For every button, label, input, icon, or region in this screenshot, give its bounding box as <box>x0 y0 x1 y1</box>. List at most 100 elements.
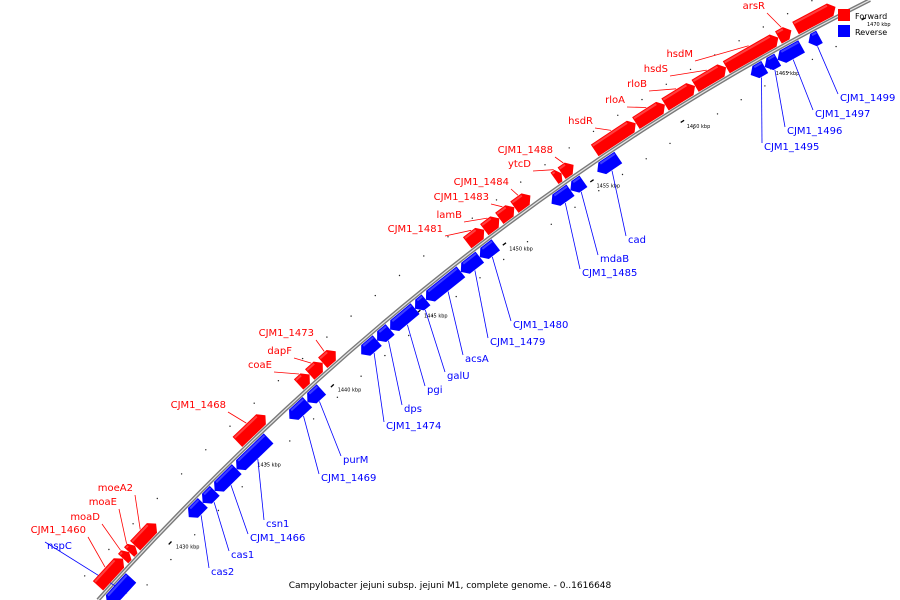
CJM1_1495-gene-arrow[interactable] <box>747 60 769 81</box>
acsA-gene-arrow[interactable] <box>422 266 466 305</box>
hsdM-label[interactable]: hsdM <box>666 49 693 60</box>
moaE-gene-arrow[interactable] <box>123 541 140 557</box>
CJM1_1466-gene-arrow[interactable] <box>210 464 242 496</box>
hsdR-gene-arrow[interactable] <box>590 117 640 157</box>
CJM1_1481-gene-arrow[interactable] <box>462 224 489 249</box>
cas1-gene-arrow[interactable] <box>198 485 220 508</box>
moaE-label[interactable]: moaE <box>89 497 117 508</box>
CJM1_1469-label[interactable]: CJM1_1469 <box>321 473 376 484</box>
csn1-gene-arrow[interactable] <box>232 433 274 474</box>
CJM1_1488-gene-arrow[interactable] <box>557 159 578 180</box>
dapF-gene-arrow[interactable] <box>305 358 327 380</box>
lamB-label[interactable]: lamB <box>436 210 462 221</box>
CJM1_1473-gene-arrow[interactable] <box>318 346 340 369</box>
galU-leader-line <box>424 309 446 373</box>
pgi-gene-arrow[interactable] <box>386 303 420 335</box>
CJM1_1488-label[interactable]: CJM1_1488 <box>498 145 553 156</box>
CJM1_1485-gene-arrow[interactable] <box>547 184 575 210</box>
CJM1_1460-leader-line <box>87 536 106 568</box>
arsR-label[interactable]: arsR <box>743 1 765 12</box>
moaD-gene-arrow[interactable] <box>117 547 134 564</box>
pgi-leader-line <box>407 324 426 387</box>
CJM1_1468-label[interactable]: CJM1_1468 <box>171 400 226 411</box>
dps-label[interactable]: dps <box>404 404 422 415</box>
csn1-label[interactable]: csn1 <box>266 519 289 530</box>
edge-forward-top-gene-arrow[interactable] <box>792 1 839 35</box>
CJM1_1469-gene-arrow[interactable] <box>285 397 313 424</box>
rloA-gene-arrow[interactable] <box>632 99 669 129</box>
dapF-label[interactable]: dapF <box>267 346 292 357</box>
nspC-label[interactable]: nspC <box>47 541 72 552</box>
CJM1_1466-label[interactable]: CJM1_1466 <box>250 533 305 544</box>
coaE-gene-arrow[interactable] <box>293 369 314 390</box>
CJM1_1479-label[interactable]: CJM1_1479 <box>490 337 545 348</box>
galU-label[interactable]: galU <box>447 371 470 382</box>
cas1-label[interactable]: cas1 <box>231 550 254 561</box>
CJM1_1497-label[interactable]: CJM1_1497 <box>815 109 870 120</box>
mdaB-gene-shine <box>572 176 581 184</box>
cad-gene-arrow[interactable] <box>593 151 623 178</box>
CJM1_1468-gene-arrow[interactable] <box>232 410 271 447</box>
cas2-gene-arrow[interactable] <box>184 497 208 522</box>
scale-dot <box>253 402 255 404</box>
mdaB-label[interactable]: mdaB <box>600 254 629 265</box>
acsA-label[interactable]: acsA <box>465 354 489 365</box>
CJM1_1480-gene-arrow[interactable] <box>476 239 501 262</box>
cad-label[interactable]: cad <box>628 235 646 246</box>
scale-dot <box>374 294 376 297</box>
arsR-gene-arrow[interactable] <box>775 24 795 44</box>
CJM1_1483-label[interactable]: CJM1_1483 <box>434 192 489 203</box>
CJM1_1497-gene-arrow[interactable] <box>774 40 805 66</box>
scale-tick-label: 1470 kbp <box>867 22 891 28</box>
purM-gene-arrow[interactable] <box>303 384 327 407</box>
purM-label[interactable]: purM <box>343 455 368 466</box>
mdaB-gene-arrow[interactable] <box>566 175 588 196</box>
moeA2-gene-shine <box>131 524 149 543</box>
scale-dot <box>350 315 352 317</box>
lamB-gene-arrow[interactable] <box>480 213 503 236</box>
coaE-label[interactable]: coaE <box>248 360 272 371</box>
CJM1_1481-label[interactable]: CJM1_1481 <box>388 224 443 235</box>
CJM1_1473-label[interactable]: CJM1_1473 <box>259 328 314 339</box>
scale-dot <box>788 71 790 74</box>
CJM1_1499-label[interactable]: CJM1_1499 <box>840 93 895 104</box>
hsdR-label[interactable]: hsdR <box>568 116 593 127</box>
CJM1_1495-label[interactable]: CJM1_1495 <box>764 142 819 153</box>
CJM1_1496-label[interactable]: CJM1_1496 <box>787 126 842 137</box>
hsdS-gene-arrow[interactable] <box>691 61 730 92</box>
CJM1_1484-label[interactable]: CJM1_1484 <box>454 177 509 188</box>
galU-gene-arrow[interactable] <box>411 294 431 314</box>
moaD-label[interactable]: moaD <box>70 512 100 523</box>
cas2-label[interactable]: cas2 <box>211 567 234 578</box>
pgi-label[interactable]: pgi <box>427 385 442 396</box>
scale-dot <box>859 33 861 35</box>
rloB-label[interactable]: rloB <box>627 79 647 90</box>
CJM1_1483-gene-arrow[interactable] <box>495 202 518 225</box>
hsdS-label[interactable]: hsdS <box>644 64 668 75</box>
CJM1_1460-gene-arrow[interactable] <box>92 554 128 591</box>
ytcD-label[interactable]: ytcD <box>508 159 531 170</box>
nspC-leader-line <box>44 541 128 594</box>
cad-leader-line <box>611 170 627 237</box>
edge-reverse-bottom-gene-arrow[interactable] <box>102 573 137 600</box>
rloA-label[interactable]: rloA <box>605 95 625 106</box>
CJM1_1479-gene-arrow[interactable] <box>456 251 485 278</box>
dps-gene-arrow[interactable] <box>373 324 395 346</box>
CJM1_1474-gene-arrow[interactable] <box>357 335 382 359</box>
moeA2-label[interactable]: moeA2 <box>98 483 133 494</box>
CJM1_1469-leader-line <box>303 415 320 475</box>
CJM1_1474-label[interactable]: CJM1_1474 <box>386 421 441 432</box>
CJM1_1496-gene-arrow[interactable] <box>761 53 782 74</box>
CJM1_1499-gene-arrow[interactable] <box>805 30 823 49</box>
rloB-gene-arrow[interactable] <box>661 80 698 111</box>
scale-dot <box>598 190 600 192</box>
moeA2-gene-arrow[interactable] <box>130 519 161 551</box>
CJM1_1480-label[interactable]: CJM1_1480 <box>513 320 568 331</box>
hsdM-gene-arrow[interactable] <box>722 32 782 74</box>
ytcD-gene-arrow[interactable] <box>550 168 565 185</box>
CJM1_1485-label[interactable]: CJM1_1485 <box>582 268 637 279</box>
CJM1_1460-label[interactable]: CJM1_1460 <box>31 525 86 536</box>
CJM1_1468-leader-line <box>227 411 247 424</box>
CJM1_1484-gene-arrow[interactable] <box>510 190 534 213</box>
CJM1_1479-gene-shine <box>462 252 477 265</box>
